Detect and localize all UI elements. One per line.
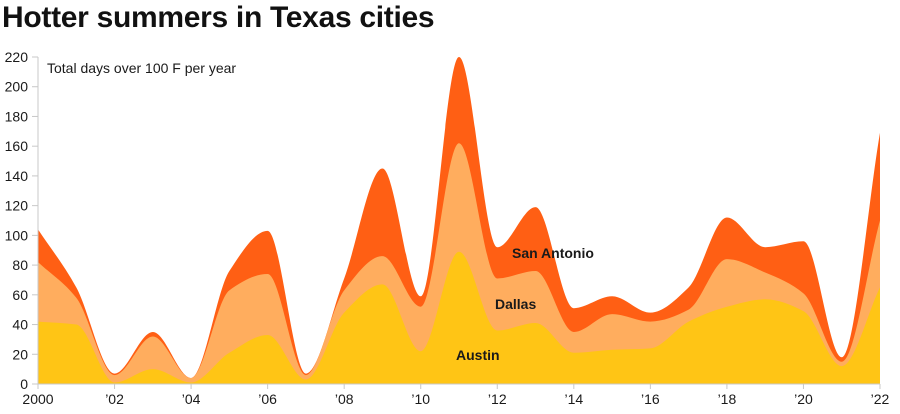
series-label-san-antonio: San Antonio bbox=[512, 245, 594, 261]
y-axis: 0 20 40 60 80 100 120 140 160 180 200 220 bbox=[5, 49, 39, 392]
series-labels: San Antonio Dallas Austin bbox=[456, 245, 594, 363]
area-austin bbox=[38, 251, 880, 384]
chart-subtitle: Total days over 100 F per year bbox=[47, 60, 236, 76]
series-label-dallas: Dallas bbox=[495, 296, 536, 312]
x-tick-label: ’20 bbox=[794, 391, 813, 407]
y-tick-label: 40 bbox=[12, 317, 28, 333]
y-tick-label: 80 bbox=[12, 257, 28, 273]
series-label-austin: Austin bbox=[456, 347, 500, 363]
x-tick-label: ’14 bbox=[564, 391, 583, 407]
x-tick-label: ’10 bbox=[411, 391, 430, 407]
x-tick-label: 2000 bbox=[22, 391, 53, 407]
x-tick-label: ’08 bbox=[335, 391, 354, 407]
x-tick-label: ’22 bbox=[871, 391, 890, 407]
y-tick-label: 160 bbox=[5, 138, 29, 154]
y-tick-label: 180 bbox=[5, 108, 29, 124]
x-tick-label: ’06 bbox=[258, 391, 277, 407]
x-tick-label: ’16 bbox=[641, 391, 660, 407]
chart-title: Hotter summers in Texas cities bbox=[2, 1, 435, 34]
y-tick-label: 220 bbox=[5, 49, 29, 65]
y-tick-label: 140 bbox=[5, 168, 29, 184]
y-tick-label: 200 bbox=[5, 79, 29, 95]
y-tick-label: 100 bbox=[5, 227, 29, 243]
y-tick-label: 20 bbox=[12, 346, 28, 362]
x-tick-label: ’18 bbox=[718, 391, 737, 407]
y-tick-label: 60 bbox=[12, 287, 28, 303]
areas-layer bbox=[38, 57, 880, 384]
y-tick-label: 0 bbox=[20, 376, 28, 392]
x-tick-label: ’02 bbox=[105, 391, 124, 407]
x-tick-label: ’12 bbox=[488, 391, 507, 407]
x-axis: 2000 ’02 ’04 ’06 ’08 ’10 ’12 ’14 ’16 ’18 ’20 ’22 bbox=[22, 383, 890, 407]
y-tick-label: 120 bbox=[5, 198, 29, 214]
x-tick-label: ’04 bbox=[182, 391, 201, 407]
